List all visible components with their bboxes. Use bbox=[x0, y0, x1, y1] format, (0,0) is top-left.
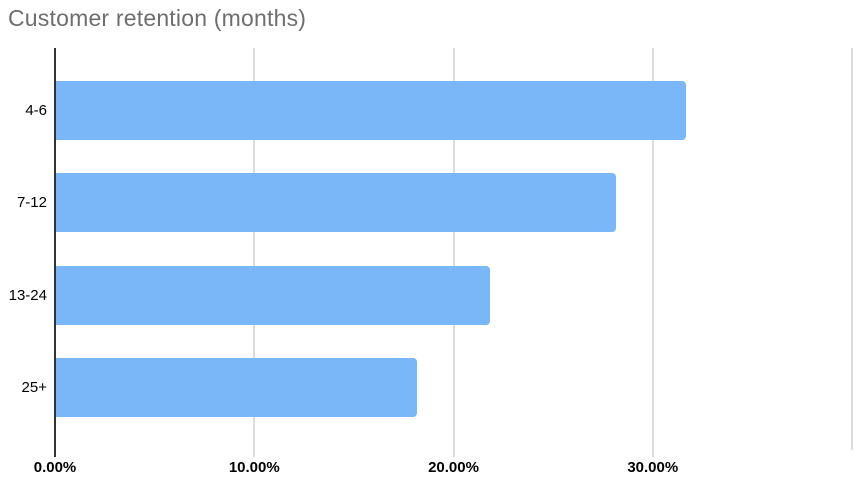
bar-13-24 bbox=[56, 265, 491, 325]
bar-25+ bbox=[56, 357, 417, 417]
category-label-13-24: 13-24 bbox=[8, 286, 47, 304]
y-axis-line bbox=[54, 48, 56, 457]
gridline-40pct bbox=[851, 48, 853, 450]
category-label-7-12: 7-12 bbox=[16, 194, 47, 212]
category-label-25+: 25+ bbox=[21, 378, 47, 396]
bar-4-6 bbox=[56, 81, 686, 141]
chart-title: Customer retention (months) bbox=[8, 5, 307, 31]
gridline-20pct bbox=[452, 48, 455, 450]
x-axis-label-10pct: 10.00% bbox=[228, 459, 280, 476]
plot-area: 4-6 7-12 13-24 25+ 0.00% 10.00% 20.00% 30.00% bbox=[9, 48, 853, 476]
x-axis-label-30pct: 30.00% bbox=[627, 459, 679, 476]
category-label-4-6: 4-6 bbox=[25, 102, 47, 120]
x-axis-tick-10pct bbox=[253, 450, 256, 457]
gridline-10pct bbox=[253, 48, 256, 450]
x-axis-label-20pct: 20.00% bbox=[428, 459, 479, 476]
x-axis-tick-20pct bbox=[452, 450, 455, 457]
bar-7-12 bbox=[56, 173, 616, 233]
gridline-30pct bbox=[651, 48, 654, 450]
x-axis-tick-30pct bbox=[651, 450, 654, 457]
x-axis-label-0pct: 0.00% bbox=[33, 459, 77, 476]
